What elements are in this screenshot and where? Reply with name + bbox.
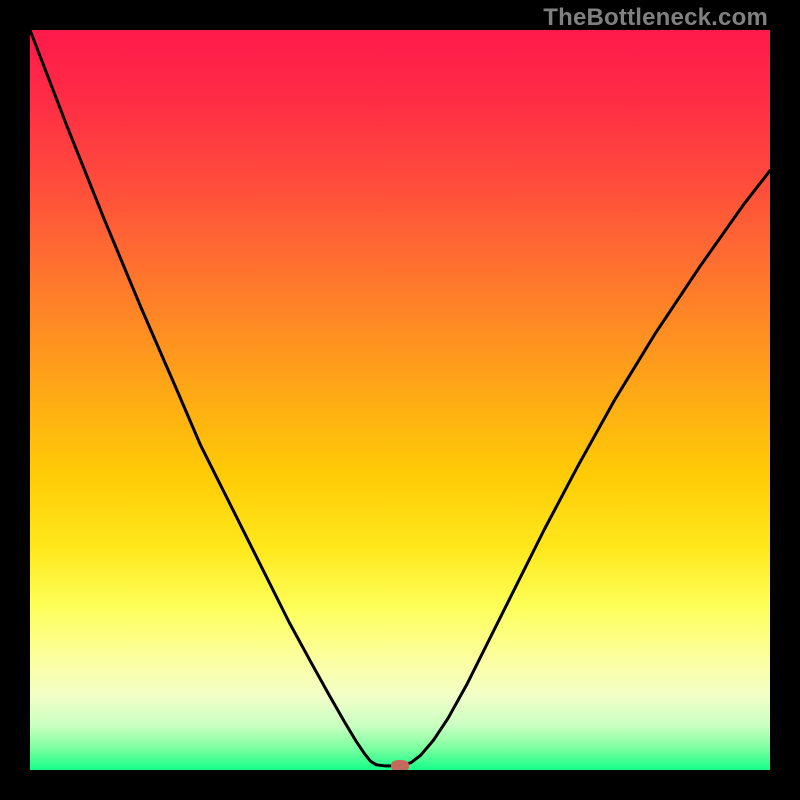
outer-frame: TheBottleneck.com (0, 0, 800, 800)
bottleneck-curve (30, 30, 770, 770)
optimum-marker (391, 760, 409, 770)
plot-area (30, 30, 770, 770)
watermark-text: TheBottleneck.com (543, 4, 768, 32)
